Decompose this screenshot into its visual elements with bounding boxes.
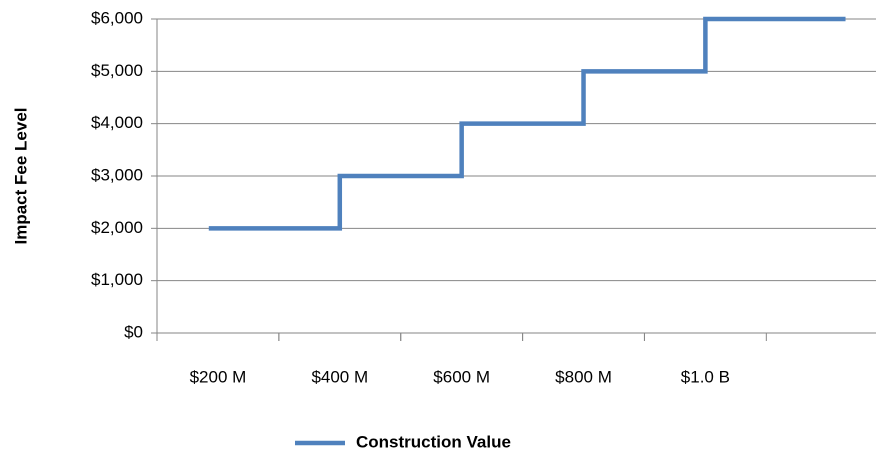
- y-tick-label: $5,000: [91, 61, 143, 80]
- x-tick-label: $200 M: [190, 367, 247, 386]
- legend-label: Construction Value: [356, 432, 511, 451]
- y-tick-label: $3,000: [91, 165, 143, 184]
- y-tick-label: $4,000: [91, 113, 143, 132]
- step-line: [208, 16, 846, 231]
- y-tick-label: $0: [124, 322, 143, 341]
- y-axis-title: Impact Fee Level: [11, 107, 30, 244]
- x-tick-label: $1.0 B: [681, 367, 730, 386]
- x-tick-label: $600 M: [433, 367, 490, 386]
- x-tick-label: $400 M: [311, 367, 368, 386]
- y-tick-label: $6,000: [91, 8, 143, 27]
- y-tick-label: $1,000: [91, 270, 143, 289]
- y-tick-label: $2,000: [91, 218, 143, 237]
- x-tick-label: $800 M: [555, 367, 612, 386]
